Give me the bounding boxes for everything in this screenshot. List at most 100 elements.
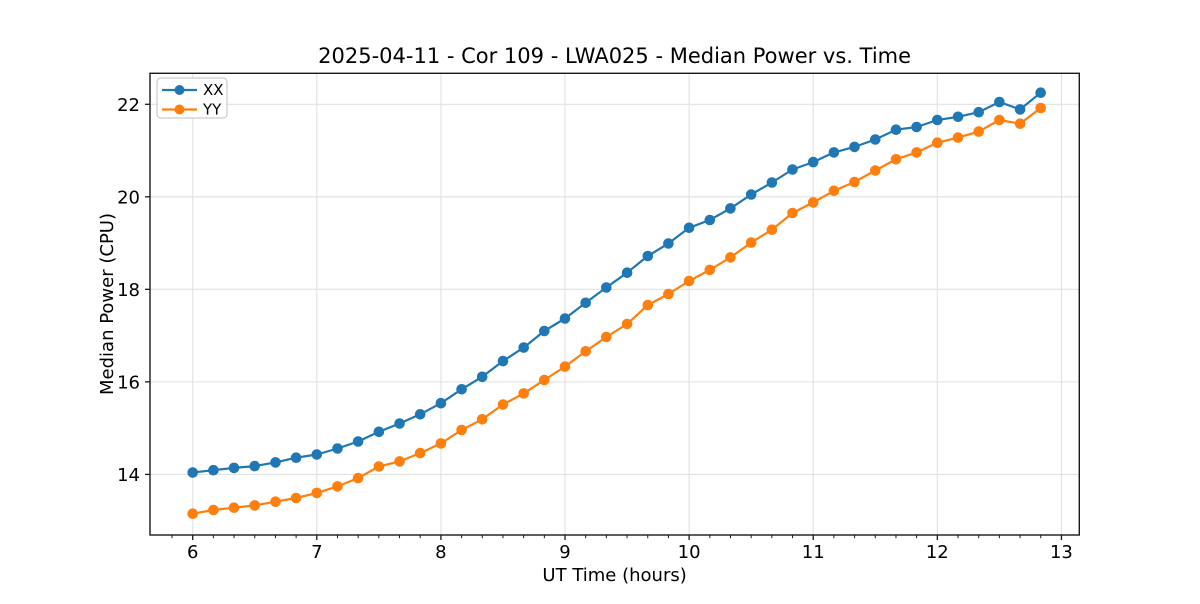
data-point-xx <box>890 124 902 135</box>
data-point-yy <box>642 299 654 311</box>
data-point-yy <box>911 147 922 158</box>
data-point-xx <box>952 111 964 123</box>
data-point-yy <box>932 137 943 148</box>
data-point-yy <box>187 508 198 519</box>
data-point-xx <box>580 297 591 309</box>
y-tick-label: 16 <box>117 372 140 393</box>
data-point-yy <box>352 472 364 484</box>
y-tick-label: 20 <box>117 187 140 208</box>
data-point-yy <box>228 502 240 513</box>
data-point-yy <box>394 456 405 467</box>
data-point-xx <box>539 325 550 337</box>
data-point-yy <box>435 438 447 449</box>
legend-marker-xx <box>174 85 185 95</box>
data-point-yy <box>890 154 902 165</box>
data-point-xx <box>311 449 323 460</box>
data-point-yy <box>621 318 633 330</box>
data-point-yy <box>787 207 798 219</box>
data-point-xx <box>973 106 984 118</box>
data-point-yy <box>994 114 1005 126</box>
data-point-xx <box>394 418 405 429</box>
data-point-xx <box>932 114 943 126</box>
x-tick-label: 11 <box>802 542 825 563</box>
data-point-yy <box>518 388 529 399</box>
data-point-xx <box>663 238 674 249</box>
data-point-xx <box>828 147 840 158</box>
data-point-xx <box>745 189 757 200</box>
data-point-xx <box>559 313 571 324</box>
legend-label-xx: XX <box>203 81 224 99</box>
data-point-xx <box>807 156 819 168</box>
data-point-yy <box>539 374 550 386</box>
data-point-yy <box>973 126 984 137</box>
legend-box <box>156 77 228 119</box>
y-tick-label: 22 <box>117 95 140 116</box>
labels-layer: 2025-04-11 - Cor 109 - LWA025 - Median P… <box>97 44 911 586</box>
data-point-yy <box>807 197 819 208</box>
data-point-xx <box>518 342 529 353</box>
data-point-xx <box>1014 104 1026 115</box>
x-tick-label: 12 <box>926 542 949 563</box>
data-point-xx <box>187 467 198 478</box>
data-point-yy <box>704 264 716 276</box>
y-tick-label: 14 <box>117 465 140 486</box>
data-point-yy <box>1035 102 1046 114</box>
chart-title: 2025-04-11 - Cor 109 - LWA025 - Median P… <box>318 44 911 68</box>
plot-border <box>149 72 1080 536</box>
data-point-xx <box>332 443 343 454</box>
data-point-xx <box>249 460 260 472</box>
data-point-xx <box>290 452 302 464</box>
data-point-xx <box>787 164 798 175</box>
x-tick-label: 9 <box>559 542 570 563</box>
legend-label-yy: YY <box>202 101 222 119</box>
data-point-yy <box>766 224 778 235</box>
x-tick-label: 8 <box>435 542 446 563</box>
x-tick-label: 10 <box>678 542 701 563</box>
data-point-xx <box>725 203 736 214</box>
data-point-xx <box>208 464 219 476</box>
data-point-xx <box>1035 87 1046 98</box>
legend-marker-yy <box>174 104 185 115</box>
data-point-xx <box>373 426 385 438</box>
data-point-xx <box>270 457 281 468</box>
data-point-xx <box>704 214 716 226</box>
y-tick-label: 18 <box>117 280 140 301</box>
data-point-xx <box>497 355 509 367</box>
data-point-yy <box>249 500 260 511</box>
data-point-yy <box>952 132 964 143</box>
data-point-yy <box>745 237 757 248</box>
data-point-xx <box>621 267 633 279</box>
data-point-yy <box>456 424 467 436</box>
data-point-xx <box>642 250 654 262</box>
data-point-yy <box>828 185 840 197</box>
data-point-xx <box>228 462 240 474</box>
data-point-yy <box>373 461 385 472</box>
data-point-yy <box>559 361 571 372</box>
data-point-xx <box>352 436 364 447</box>
x-axis-label: UT Time (hours) <box>542 565 686 586</box>
data-point-xx <box>456 384 467 395</box>
data-point-xx <box>849 141 860 153</box>
x-tick-label: 7 <box>311 542 322 563</box>
data-point-xx <box>870 134 881 145</box>
series-layer <box>187 87 1046 519</box>
data-point-xx <box>683 222 695 234</box>
data-point-yy <box>497 399 509 410</box>
data-point-xx <box>476 371 488 383</box>
data-point-yy <box>332 481 343 492</box>
data-point-yy <box>663 288 674 300</box>
data-point-yy <box>311 487 323 499</box>
data-point-yy <box>725 252 736 263</box>
data-point-xx <box>601 282 612 293</box>
data-point-yy <box>270 496 281 508</box>
data-point-xx <box>911 121 922 133</box>
x-tick-label: 13 <box>1050 542 1073 563</box>
data-point-yy <box>414 447 426 459</box>
legend: XX YY <box>156 77 228 119</box>
data-point-yy <box>683 275 695 287</box>
data-point-xx <box>414 409 426 420</box>
data-point-yy <box>849 176 860 188</box>
y-axis-label: Median Power (CPU) <box>97 213 118 395</box>
